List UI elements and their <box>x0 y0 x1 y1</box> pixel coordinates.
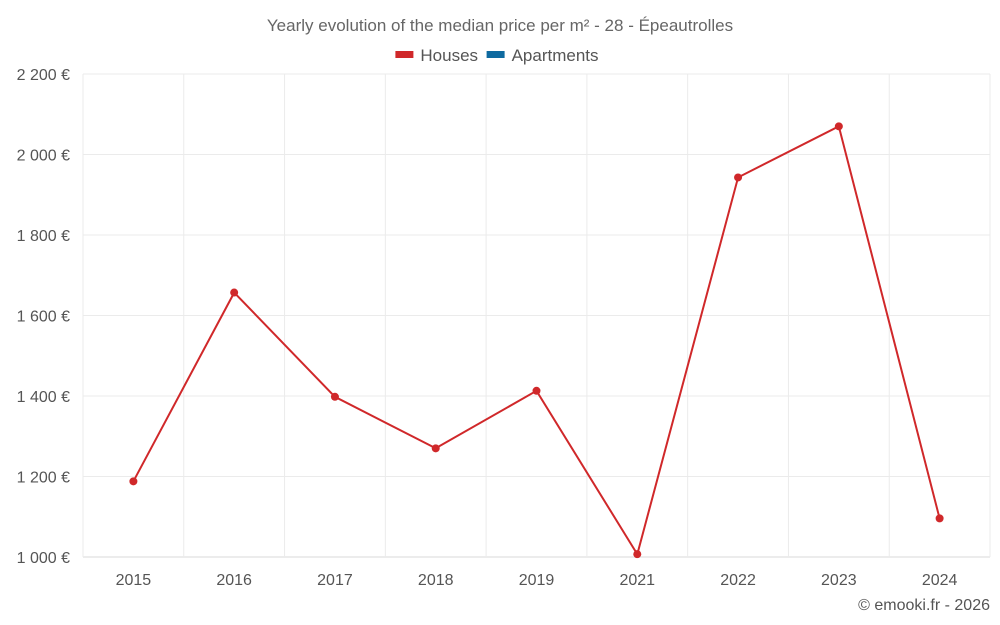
y-tick-label: 1 400 € <box>17 389 70 406</box>
series-layer <box>129 122 944 559</box>
legend-label-houses: Houses <box>420 46 478 65</box>
legend-item-houses[interactable]: Houses <box>395 46 478 65</box>
legend-swatch-houses <box>395 51 414 58</box>
legend-swatch-apartments <box>486 51 505 58</box>
x-tick-label: 2021 <box>619 572 655 589</box>
legend-item-apartments[interactable]: Apartments <box>486 46 599 65</box>
grid <box>82 73 991 558</box>
data-point-houses-2019[interactable] <box>532 386 541 395</box>
y-tick-label: 2 200 € <box>17 67 70 84</box>
y-tick-label: 1 800 € <box>17 228 70 245</box>
data-point-houses-2016[interactable] <box>230 288 239 297</box>
data-point-houses-2023[interactable] <box>834 122 843 131</box>
data-point-houses-2021[interactable] <box>633 550 642 559</box>
y-axis: 1 000 € 1 200 € 1 400 € 1 600 € 1 800 € 2 000… <box>17 67 70 567</box>
y-tick-label: 1 600 € <box>17 309 70 326</box>
data-point-houses-2022[interactable] <box>734 173 743 182</box>
x-tick-label: 2022 <box>720 572 756 589</box>
y-tick-label: 1 000 € <box>17 550 70 567</box>
credit-text: © emooki.fr - 2026 <box>858 597 990 614</box>
y-tick-label: 1 200 € <box>17 470 70 487</box>
x-axis: 2015 2016 2017 2018 2019 2021 2022 2023 2024 <box>116 572 958 589</box>
data-point-houses-2024[interactable] <box>935 514 944 523</box>
x-tick-label: 2017 <box>317 572 353 589</box>
series-line-houses <box>132 124 941 557</box>
y-tick-label: 2 000 € <box>17 148 70 165</box>
chart-title: Yearly evolution of the median price per… <box>267 16 733 35</box>
data-point-houses-2018[interactable] <box>431 444 440 453</box>
x-tick-label: 2016 <box>216 572 252 589</box>
legend: Houses Apartments <box>395 46 599 65</box>
x-tick-label: 2018 <box>418 572 454 589</box>
x-tick-label: 2023 <box>821 572 857 589</box>
x-tick-label: 2024 <box>922 572 958 589</box>
data-point-houses-2017[interactable] <box>330 392 339 401</box>
data-point-houses-2015[interactable] <box>129 477 138 486</box>
x-tick-label: 2015 <box>116 572 152 589</box>
legend-label-apartments: Apartments <box>512 46 599 65</box>
x-tick-label: 2019 <box>519 572 555 589</box>
